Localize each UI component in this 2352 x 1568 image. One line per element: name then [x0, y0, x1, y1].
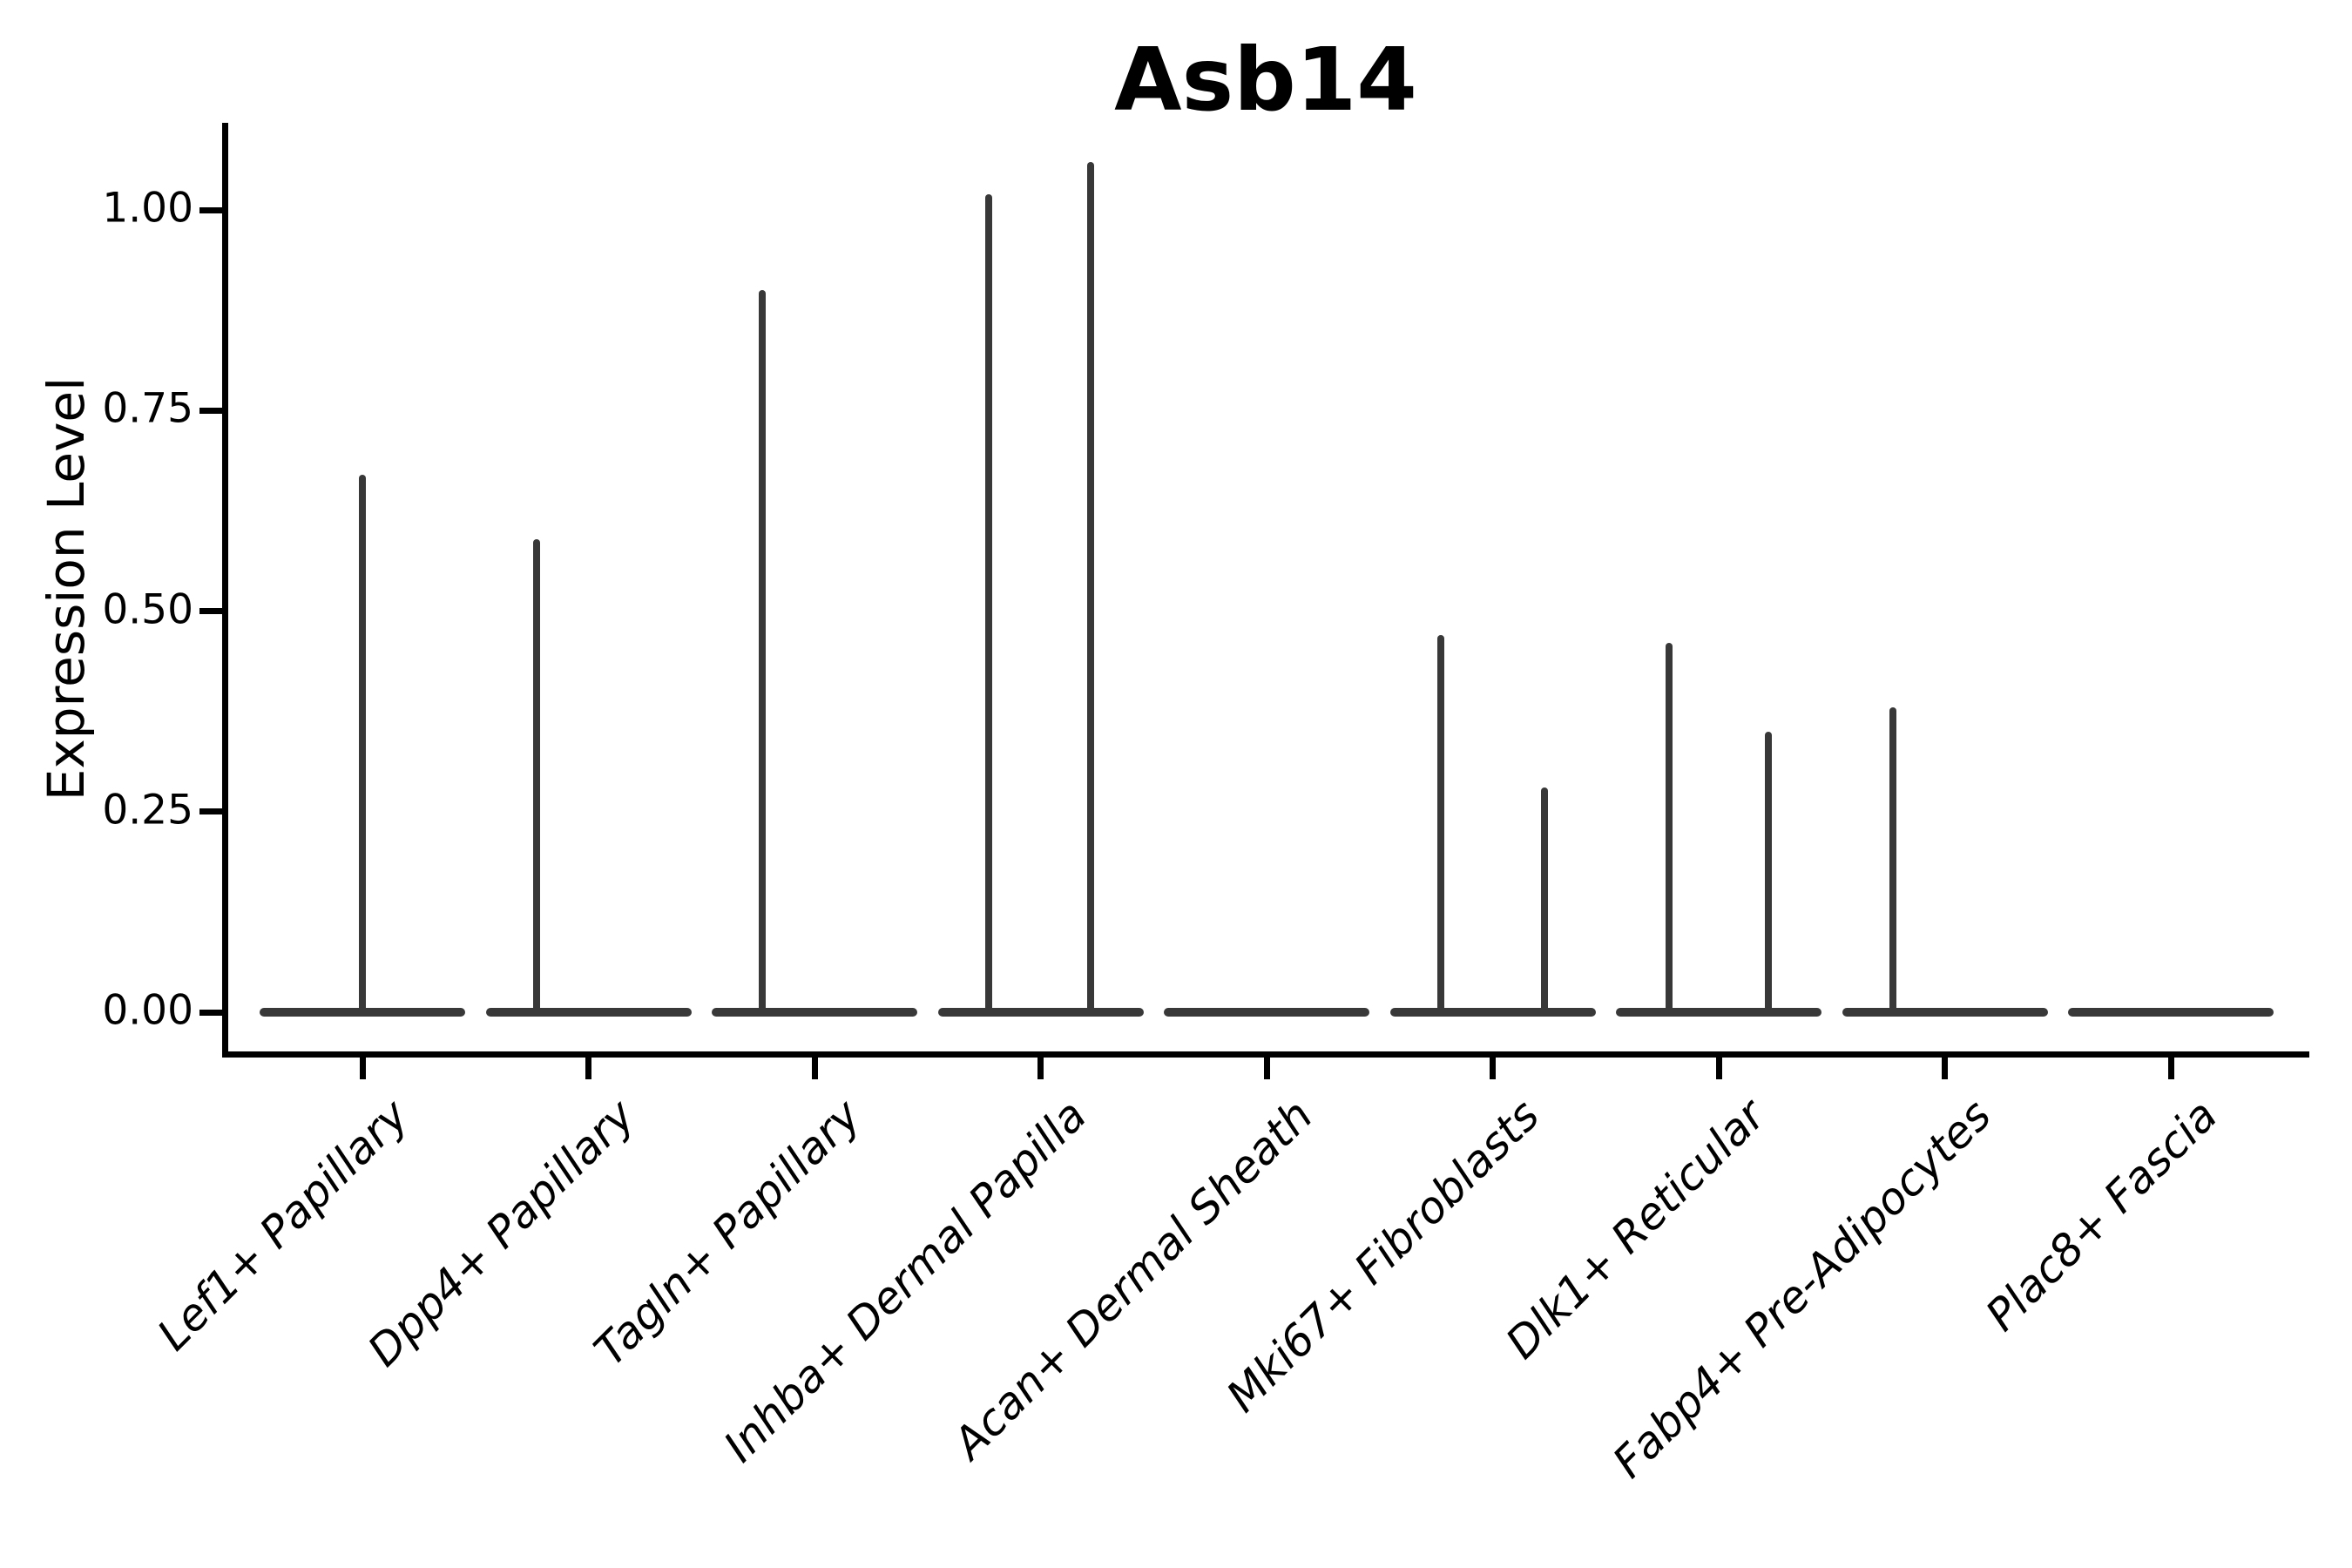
violin-baseline	[485, 1008, 692, 1017]
y-tick-label: 0.50	[102, 585, 193, 634]
violin-max-spike	[1665, 643, 1673, 1012]
x-tick-label: Lef1+ Papillary	[147, 1090, 419, 1361]
violin-baseline	[1389, 1008, 1596, 1017]
x-tick-label: Plac8+ Fascia	[1976, 1090, 2227, 1342]
y-tick-mark	[199, 1009, 222, 1016]
violin-max-spike	[1541, 787, 1549, 1012]
x-tick-label: Inhba+ Dermal Papilla	[714, 1090, 1097, 1472]
violin-max-spike	[984, 193, 992, 1012]
y-tick-label: 1.00	[102, 184, 193, 233]
violin-baseline	[260, 1008, 465, 1017]
x-tick-mark	[2167, 1057, 2174, 1079]
x-tick-mark	[1715, 1057, 1722, 1079]
y-tick-mark	[199, 808, 222, 815]
violin-max-spike	[759, 290, 767, 1012]
plot-title: Asb14	[1114, 29, 1417, 131]
x-tick-mark	[1263, 1057, 1270, 1079]
y-axis-label: Expression Level	[37, 376, 96, 801]
violin-max-spike	[1889, 707, 1896, 1012]
violin-max-spike	[1436, 635, 1444, 1012]
x-tick-label: Fabp4+ Pre-Adipocytes	[1603, 1090, 2001, 1488]
y-tick-label: 0.25	[102, 786, 193, 835]
x-tick-mark	[1490, 1057, 1496, 1079]
y-tick-mark	[199, 206, 222, 213]
y-tick-mark	[199, 407, 222, 414]
y-tick-label: 0.00	[102, 986, 193, 1035]
x-tick-mark	[585, 1057, 591, 1079]
violin-max-spike	[1086, 161, 1094, 1012]
x-tick-mark	[1037, 1057, 1044, 1079]
y-tick-label: 0.75	[102, 384, 193, 433]
x-tick-mark	[811, 1057, 818, 1079]
y-axis-line	[222, 123, 228, 1058]
x-axis-line	[222, 1051, 2309, 1058]
violin-max-spike	[532, 538, 540, 1012]
violin-baseline	[1164, 1008, 1369, 1017]
violin-baseline	[712, 1008, 917, 1017]
x-tick-mark	[1942, 1057, 1948, 1079]
violin-max-spike	[1765, 731, 1773, 1012]
violin-baseline	[1842, 1008, 2048, 1017]
y-tick-mark	[199, 608, 222, 614]
violin-baseline	[1616, 1008, 1821, 1017]
violin-max-spike	[359, 474, 366, 1012]
x-tick-mark	[359, 1057, 366, 1079]
violin-baseline	[2068, 1008, 2274, 1017]
violin-baseline	[937, 1008, 1144, 1017]
